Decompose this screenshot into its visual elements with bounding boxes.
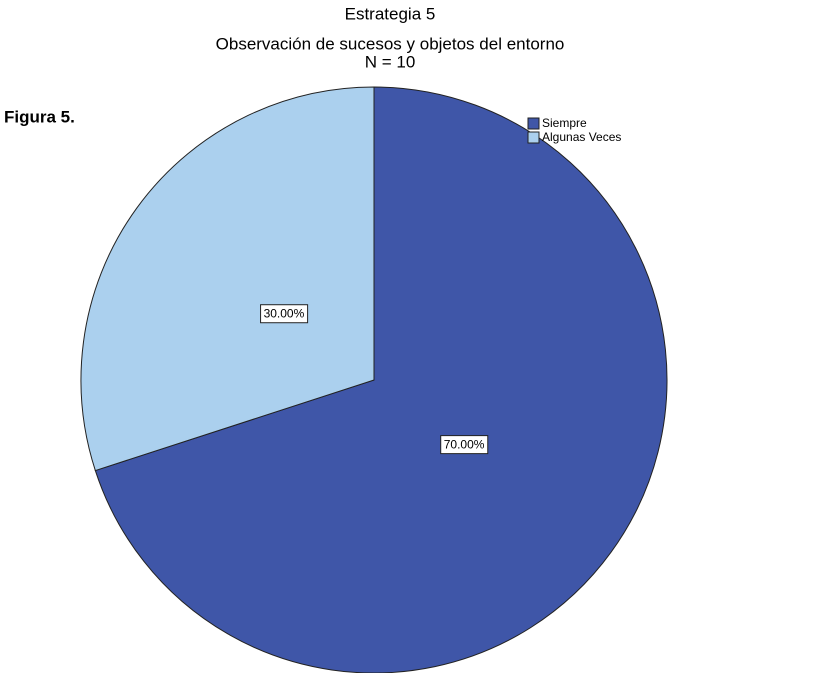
chart-title: Estrategia 5 [345, 4, 436, 23]
legend-swatch [527, 131, 540, 144]
legend-label: Algunas Veces [542, 130, 621, 144]
chart-note: N = 10 [365, 52, 416, 71]
figure-label: Figura 5. [4, 107, 75, 126]
legend-swatch [527, 117, 540, 130]
chart-subtitle: Observación de sucesos y objetos del ent… [216, 34, 565, 53]
data-label: 70.00% [444, 438, 485, 452]
data-label: 30.00% [264, 307, 305, 321]
pie-slice [94, 86, 668, 673]
pie-slice [80, 86, 375, 472]
legend-label: Siempre [542, 116, 587, 130]
data-label-box [440, 435, 489, 455]
data-label-box [260, 304, 309, 324]
